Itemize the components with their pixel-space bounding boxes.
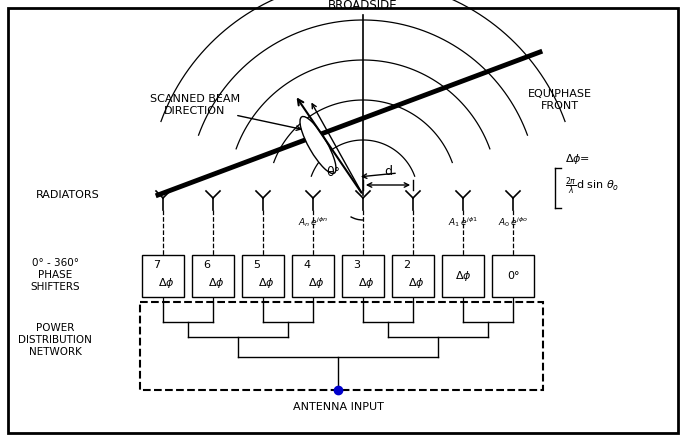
- Text: $A_n\, e^{j\phi n}$: $A_n\, e^{j\phi n}$: [298, 215, 328, 229]
- Bar: [492, 255, 534, 297]
- Text: 3: 3: [353, 260, 361, 270]
- Text: $A_0\, e^{j\phi o}$: $A_0\, e^{j\phi o}$: [498, 215, 528, 229]
- Bar: [140, 302, 543, 390]
- Bar: [192, 255, 234, 297]
- Text: 6: 6: [204, 260, 211, 270]
- Text: 2: 2: [403, 260, 410, 270]
- Text: 4: 4: [303, 260, 311, 270]
- Text: $\Delta\phi$: $\Delta\phi$: [455, 269, 471, 283]
- Bar: [242, 255, 284, 297]
- Ellipse shape: [300, 116, 336, 173]
- Text: SCANNED BEAM
DIRECTION: SCANNED BEAM DIRECTION: [150, 94, 240, 116]
- Text: $\Delta\phi$=: $\Delta\phi$=: [565, 152, 590, 166]
- Text: 0°: 0°: [507, 271, 519, 281]
- Text: $A_1\, e^{j\phi 1}$: $A_1\, e^{j\phi 1}$: [448, 215, 478, 229]
- Text: $\frac{2\pi}{\lambda}$d sin $\theta_o$: $\frac{2\pi}{\lambda}$d sin $\theta_o$: [565, 176, 619, 198]
- Text: 0° - 360°
PHASE
SHIFTERS: 0° - 360° PHASE SHIFTERS: [30, 258, 80, 292]
- Bar: [292, 255, 334, 297]
- Text: $\Delta\phi$: $\Delta\phi$: [258, 276, 274, 290]
- Text: BROADSIDE: BROADSIDE: [328, 0, 398, 12]
- Text: POWER
DISTRIBUTION
NETWORK: POWER DISTRIBUTION NETWORK: [18, 323, 92, 357]
- Bar: [342, 255, 384, 297]
- Bar: [142, 255, 184, 297]
- Text: ANTENNA INPUT: ANTENNA INPUT: [292, 402, 383, 412]
- Bar: [392, 255, 434, 297]
- Text: $\Delta\phi$: $\Delta\phi$: [208, 276, 224, 290]
- Text: θ°: θ°: [326, 167, 340, 179]
- Text: $\Delta\phi$: $\Delta\phi$: [158, 276, 174, 290]
- Text: RADIATORS: RADIATORS: [36, 190, 100, 200]
- Text: 5: 5: [254, 260, 261, 270]
- Text: 7: 7: [154, 260, 161, 270]
- Text: EQUIPHASE
FRONT: EQUIPHASE FRONT: [528, 89, 592, 111]
- Text: d: d: [384, 165, 392, 178]
- Text: $\Delta\phi$: $\Delta\phi$: [357, 276, 375, 290]
- Bar: [442, 255, 484, 297]
- Text: $\Delta\phi$: $\Delta\phi$: [407, 276, 425, 290]
- Text: $\Delta\phi$: $\Delta\phi$: [308, 276, 324, 290]
